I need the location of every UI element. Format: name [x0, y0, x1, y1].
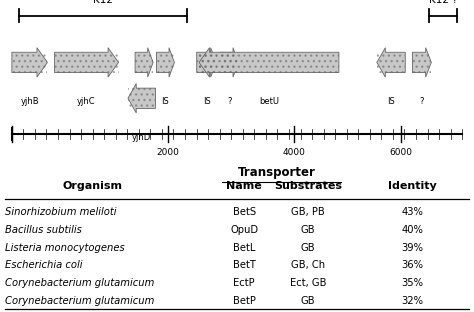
Text: OpuD: OpuD: [230, 225, 258, 235]
Text: yjhD: yjhD: [132, 134, 151, 142]
Text: GB: GB: [301, 295, 315, 305]
Text: BetT: BetT: [233, 260, 255, 270]
FancyArrow shape: [197, 48, 217, 77]
Text: betU: betU: [259, 97, 279, 106]
Text: BetS: BetS: [233, 207, 255, 217]
Text: BetP: BetP: [233, 295, 255, 305]
Text: ?: ?: [227, 97, 232, 106]
Text: GB: GB: [301, 242, 315, 252]
Text: Transporter: Transporter: [238, 166, 316, 179]
Bar: [377, 52, 405, 73]
Text: 4000: 4000: [283, 148, 305, 157]
Text: Bacillus subtilis: Bacillus subtilis: [5, 225, 82, 235]
FancyArrow shape: [199, 48, 339, 77]
Text: 36%: 36%: [401, 260, 423, 270]
Text: BetL: BetL: [233, 242, 255, 252]
Text: Corynebacterium glutamicum: Corynebacterium glutamicum: [5, 295, 154, 305]
Text: IS: IS: [387, 97, 395, 106]
Text: yjhC: yjhC: [77, 97, 96, 106]
Text: 32%: 32%: [401, 295, 423, 305]
Text: 2000: 2000: [157, 148, 180, 157]
Bar: [199, 52, 339, 73]
Text: Ect, GB: Ect, GB: [290, 278, 327, 288]
Text: Substrates: Substrates: [274, 181, 342, 191]
Text: GB, PB: GB, PB: [291, 207, 325, 217]
Bar: [12, 52, 47, 73]
FancyArrow shape: [135, 48, 153, 77]
Bar: [135, 52, 153, 73]
Text: Organism: Organism: [63, 181, 122, 191]
FancyArrow shape: [156, 48, 174, 77]
Text: 6000: 6000: [389, 148, 412, 157]
FancyArrow shape: [12, 48, 47, 77]
Text: IS: IS: [162, 97, 169, 106]
Text: 40%: 40%: [401, 225, 423, 235]
Text: yjhE: yjhE: [135, 97, 153, 106]
Bar: [128, 88, 155, 109]
Text: yjhB: yjhB: [20, 97, 39, 106]
Text: GB, Ch: GB, Ch: [291, 260, 325, 270]
Text: Sinorhizobium meliloti: Sinorhizobium meliloti: [5, 207, 116, 217]
Bar: [156, 52, 174, 73]
Bar: [55, 52, 118, 73]
Text: ?: ?: [419, 97, 424, 106]
FancyArrow shape: [412, 48, 431, 77]
Bar: [197, 52, 217, 73]
Text: 35%: 35%: [401, 278, 423, 288]
FancyArrow shape: [220, 48, 238, 77]
Text: K12: K12: [93, 0, 113, 5]
Text: IS: IS: [203, 97, 210, 106]
Text: K12 ?: K12 ?: [429, 0, 457, 5]
Text: GB: GB: [301, 225, 315, 235]
FancyArrow shape: [55, 48, 118, 77]
Text: 43%: 43%: [401, 207, 423, 217]
Bar: [412, 52, 431, 73]
Text: Corynebacterium glutamicum: Corynebacterium glutamicum: [5, 278, 154, 288]
FancyArrow shape: [128, 84, 155, 113]
FancyArrow shape: [377, 48, 405, 77]
Bar: [220, 52, 238, 73]
Text: 39%: 39%: [401, 242, 423, 252]
Text: Listeria monocytogenes: Listeria monocytogenes: [5, 242, 125, 252]
Text: Name: Name: [226, 181, 262, 191]
Text: EctP: EctP: [233, 278, 255, 288]
Text: Escherichia coli: Escherichia coli: [5, 260, 82, 270]
Text: Identity: Identity: [388, 181, 437, 191]
